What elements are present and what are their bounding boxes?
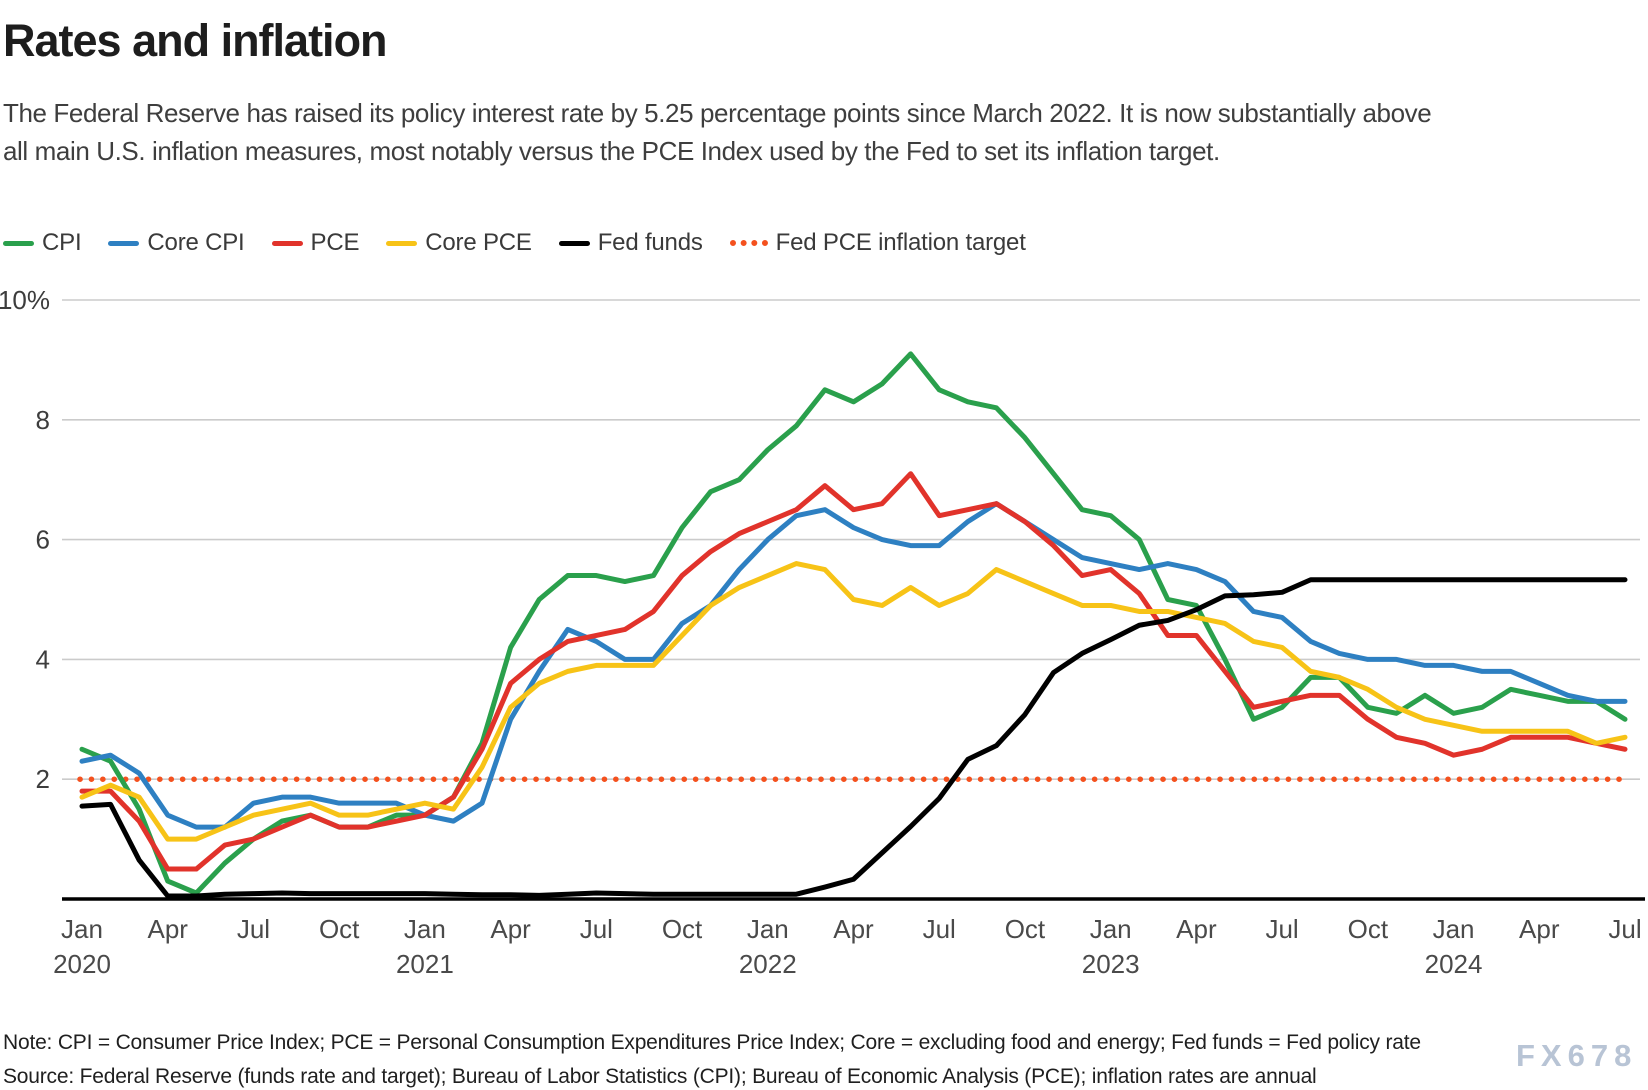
x-axis-label: Oct (319, 914, 360, 944)
source-text: Source: Federal Reserve (funds rate and … (3, 1065, 1317, 1088)
pce-line-swatch-icon (271, 240, 303, 246)
x-axis-label: Jan (1090, 914, 1132, 944)
series-pce-line (79, 471, 1628, 872)
subtitle-line-1: The Federal Reserve has raised its polic… (3, 98, 1432, 128)
legend-item-core-pce: Core PCE (386, 229, 532, 257)
x-axis-label: Apr (147, 914, 188, 944)
page-title: Rates and inflation (3, 15, 388, 66)
x-axis-year-label: 2022 (739, 949, 797, 979)
x-axis-label: Jul (1608, 914, 1641, 944)
x-axis-label: Apr (490, 914, 531, 944)
x-axis-label: Oct (1348, 914, 1389, 944)
x-axis-label: Oct (1005, 914, 1046, 944)
y-axis-label: 8 (36, 405, 50, 435)
x-axis-year-label: 2021 (396, 949, 454, 979)
x-axis-label: Oct (662, 914, 703, 944)
x-axis-label: Jul (923, 914, 956, 944)
legend-label: PCE (310, 229, 360, 256)
y-axis-label: 4 (36, 644, 50, 674)
series-fed-funds-line (79, 577, 1628, 899)
cpi-line-swatch-icon (3, 240, 34, 246)
note-text: Note: CPI = Consumer Price Index; PCE = … (3, 1031, 1421, 1054)
core-cpi-line-swatch-icon (108, 240, 140, 246)
legend-item-cpi: CPI (3, 229, 82, 257)
fed-funds-line-swatch-icon (558, 240, 590, 246)
x-axis-year-label: 2023 (1082, 949, 1140, 979)
x-axis-label: Jul (1265, 914, 1298, 944)
x-axis-label: Jan (747, 914, 789, 944)
x-axis-label: Jan (1433, 914, 1475, 944)
x-axis-label: Apr (833, 914, 874, 944)
legend-item-core-cpi: Core CPI (108, 229, 245, 257)
page-subtitle: The Federal Reserve has raised its polic… (3, 94, 1643, 170)
legend-item-fed-funds: Fed funds (558, 229, 703, 257)
x-axis-year-label: 2024 (1425, 949, 1483, 979)
legend-label: CPI (42, 229, 82, 256)
series-core-pce-line (79, 561, 1628, 842)
legend-label: Core CPI (147, 229, 245, 256)
legend-label: Fed funds (597, 229, 703, 256)
x-axis-label: Apr (1176, 914, 1217, 944)
x-axis-label: Jan (404, 914, 446, 944)
x-axis-label: Jul (580, 914, 613, 944)
chart-legend: CPI Core CPI PCE Core PCE Fed funds Fed … (3, 229, 1026, 257)
series-core-cpi-line (79, 501, 1628, 830)
legend-label: Core PCE (425, 229, 532, 256)
chart-svg: 10% 8 6 4 2 Jan 2020 Apr Jul Oct Jan 2021 Apr Jul Oct J… (0, 285, 1645, 979)
subtitle-line-2: all main U.S. inflation measures, most n… (3, 136, 1220, 166)
chart-footnotes: Note: CPI = Consumer Price Index; PCE = … (3, 1026, 1563, 1090)
core-pce-line-swatch-icon (386, 240, 418, 246)
y-axis-label: 10% (0, 285, 50, 315)
legend-item-fed-pce-target: Fed PCE inflation target (729, 229, 1026, 257)
series-cpi-line (79, 351, 1628, 896)
x-axis-label: Jan (61, 914, 103, 944)
watermark: FX678 (1516, 1038, 1638, 1073)
x-axis-year-label: 2020 (53, 949, 111, 979)
y-axis-label: 6 (36, 525, 50, 555)
legend-item-pce: PCE (271, 229, 360, 257)
y-axis-label: 2 (36, 764, 50, 794)
x-axis-label: Jul (237, 914, 270, 944)
fed-target-dotted-swatch-icon (729, 240, 768, 246)
x-axis-label: Apr (1519, 914, 1560, 944)
legend-label: Fed PCE inflation target (775, 229, 1026, 256)
